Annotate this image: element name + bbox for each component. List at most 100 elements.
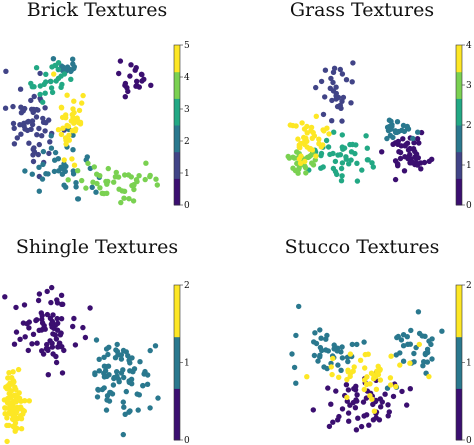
scatter-point <box>17 86 24 92</box>
scatter-point <box>43 120 49 126</box>
stucco-scatter-panel: 0 1 2 <box>289 281 472 445</box>
scatter-point <box>134 391 140 397</box>
scatter-point <box>407 341 413 347</box>
scatter-point <box>407 146 414 152</box>
scatter-point <box>359 167 365 173</box>
scatter-point <box>41 81 47 88</box>
colorbar-segment <box>456 45 462 73</box>
scatter-point <box>46 150 52 157</box>
scatter-point <box>379 149 385 155</box>
scatter-point <box>53 359 60 366</box>
scatter-point <box>328 364 334 370</box>
scatter-point <box>390 141 396 147</box>
scatter-point <box>30 152 36 158</box>
scatter-point <box>40 99 46 105</box>
scatter-point <box>330 88 337 94</box>
scatter-point <box>395 161 401 168</box>
scatter-point <box>373 415 379 421</box>
scatter-point <box>22 105 28 112</box>
scatter-point <box>51 168 58 175</box>
colorbar-tick-label: 1 <box>184 169 190 179</box>
scatter-point <box>55 127 62 133</box>
scatter-point <box>29 341 35 347</box>
scatter-point <box>409 159 416 165</box>
scatter-point <box>354 160 360 166</box>
scatter-point <box>25 347 31 354</box>
scatter-point <box>416 330 423 337</box>
scatter-point <box>120 347 127 354</box>
scatter-point <box>362 351 368 358</box>
colorbar-segment <box>174 285 180 338</box>
scatter-point <box>14 135 20 141</box>
scatter-point <box>4 415 10 421</box>
scatter-point <box>294 160 300 167</box>
scatter-point <box>428 341 434 348</box>
scatter-point <box>44 311 51 318</box>
scatter-point <box>13 392 19 398</box>
scatter-point <box>114 348 121 355</box>
scatter-point <box>348 157 354 163</box>
scatter-point <box>93 189 99 195</box>
scatter-point <box>388 118 394 125</box>
scatter-point <box>76 107 83 114</box>
scatter-point <box>326 423 333 430</box>
scatter-point <box>343 382 350 388</box>
scatter-point <box>145 372 151 378</box>
scatter-point <box>329 371 335 378</box>
scatter-point <box>39 176 46 182</box>
scatter-point <box>131 182 137 188</box>
scatter-point <box>369 160 375 166</box>
scatter-point <box>26 398 32 404</box>
scatter-point <box>89 184 95 190</box>
scatter-point <box>393 352 399 358</box>
scatter-point <box>123 388 129 395</box>
scatter-point <box>400 358 407 364</box>
scatter-point <box>312 330 318 336</box>
scatter-point <box>13 329 20 335</box>
scatter-point <box>415 309 422 315</box>
scatter-point <box>333 84 339 90</box>
scatter-point <box>59 370 66 376</box>
brick-scatter-panel: 0 1 2 3 4 5 <box>2 41 190 211</box>
scatter-point <box>13 304 19 311</box>
scatter-point <box>297 145 303 151</box>
scatter-point <box>29 118 36 124</box>
scatter-point <box>60 64 66 70</box>
scatter-point <box>92 370 98 376</box>
scatter-point <box>318 150 325 157</box>
scatter-point <box>326 131 332 137</box>
scatter-point <box>394 334 400 341</box>
scatter-point <box>335 152 341 158</box>
scatter-point <box>408 327 414 334</box>
scatter-point <box>317 344 324 351</box>
scatter-point <box>405 126 412 132</box>
scatter-point <box>119 188 125 194</box>
scatter-point <box>426 373 432 380</box>
scatter-point <box>44 288 50 295</box>
scatter-point <box>382 391 388 397</box>
scatter-point <box>339 71 346 77</box>
colorbar-tick-label: 2 <box>466 281 472 291</box>
scatter-point <box>349 341 355 348</box>
scatter-point <box>120 431 127 438</box>
scatter-point <box>346 418 352 424</box>
scatter-point <box>397 149 404 156</box>
colorbar-segment <box>174 151 180 179</box>
scatter-point <box>339 406 346 412</box>
scatter-point <box>373 386 380 392</box>
scatter-point <box>322 94 328 100</box>
scatter-point <box>45 346 51 352</box>
scatter-point <box>10 120 17 127</box>
scatter-point <box>40 148 47 155</box>
scatter-point <box>414 162 421 168</box>
scatter-point <box>79 177 85 184</box>
scatter-point <box>49 320 56 326</box>
scatter-point <box>103 407 110 413</box>
colorbar-segment <box>174 45 180 73</box>
scatter-point <box>58 292 65 298</box>
scatter-point <box>345 367 351 373</box>
colorbar-tick-label: 1 <box>184 359 190 369</box>
scatter-point <box>22 398 28 404</box>
scatter-point <box>371 408 378 414</box>
